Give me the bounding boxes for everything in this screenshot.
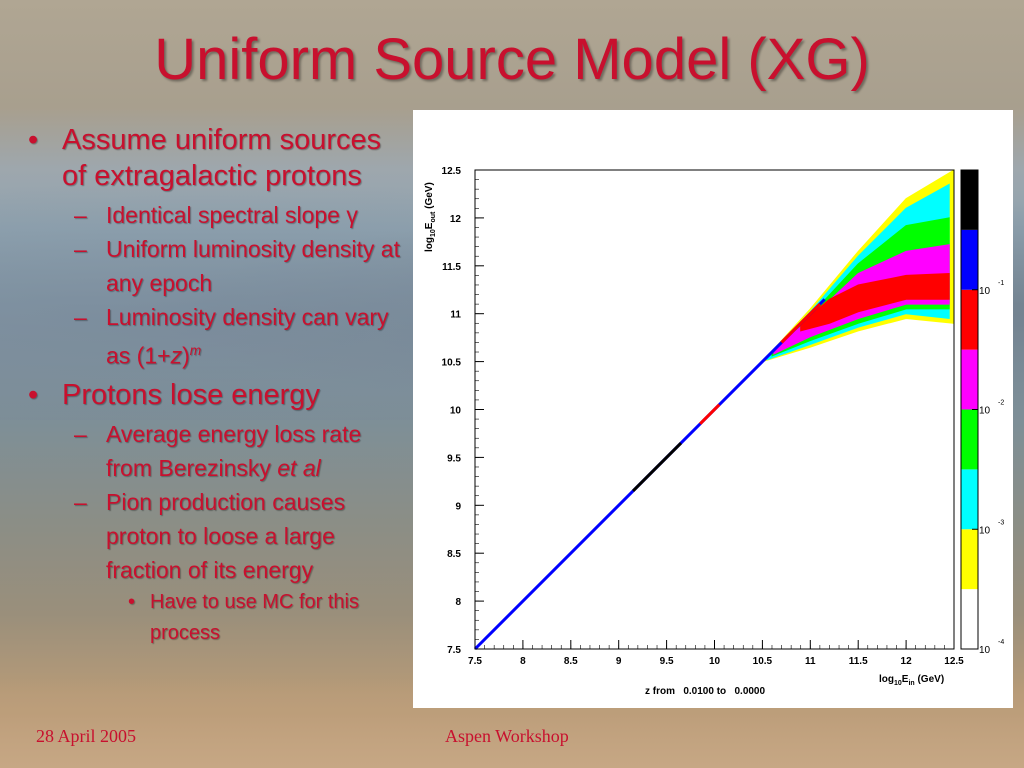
colorbar-segment-0 [961,589,978,649]
x-tick-label: 10.5 [753,656,773,667]
y-tick-label: 10 [450,406,462,417]
footer-date: 28 April 2005 [36,726,137,746]
bullet-marker: • [28,124,39,156]
sub-bullet-pion-production: – Pion production causes proton to loose… [28,485,408,587]
colorbar-segment-5 [961,289,978,350]
colorbar-segment-6 [961,229,978,290]
bullet-marker: • [128,590,136,613]
colorbar-label-base: 10 [979,286,991,297]
bullet-protons-lose-energy: • Protons lose energy [28,377,408,413]
sub-bullet-text: Uniform luminosity density at any epoch [106,236,400,296]
colorbar-segment-4 [961,349,978,410]
y-tick-label: 12 [450,214,462,225]
sub-sub-bullet-monte-carlo: • Have to use MC for this process [28,587,408,649]
slide-title: Uniform Source Model (XG) [154,27,870,92]
diagonal-segment-0 [632,441,683,492]
dash-marker: – [74,202,87,228]
x-tick-label: 8.5 [564,656,578,667]
x-axis-label: log10Ein (GeV) [879,674,944,687]
x-tick-label: 12.5 [944,656,964,667]
colorbar-label-base: 10 [979,645,991,656]
heatmap-chart: 7.5 8 8.5 9 9.5 10 10.5 11 11.5 12 12.5 7.5 8 8.5 9 9.5… [424,166,1004,697]
colorbar-label-base: 10 [979,525,991,536]
bullet-text: Protons lose energy [62,378,320,411]
colorbar-label-exponent: -2 [998,400,1004,407]
colorbar-segment-7 [961,170,978,230]
sub-bullet-text: Luminosity density can vary as (1+ [106,304,389,369]
sub-bullet-luminosity-density: – Uniform luminosity density at any epoc… [28,232,408,300]
y-tick-label: 7.5 [447,645,461,656]
sub-bullet-text: Average energy loss rate from Berezinsky [106,420,362,481]
sub-bullet-energy-loss-rate: – Average energy loss rate from Berezins… [28,417,408,485]
sub-bullet-text: Pion production causes proton to loose a… [106,488,346,583]
y-tick-label: 9.5 [447,453,461,464]
colorbar-label-exponent: -1 [998,280,1004,287]
x-tick-label: 12 [901,656,913,667]
y-tick-label: 8 [455,597,461,608]
bullet-text: Assume uniform sources of extragalactic … [62,124,382,192]
sub-bullet-spectral-slope: – Identical spectral slope γ [28,198,408,232]
colorbar-label-exponent: -4 [998,639,1004,646]
dash-marker: – [74,304,87,330]
bullet-marker: • [28,378,39,411]
y-tick-label: 11.5 [442,262,461,273]
x-tick-label: 7.5 [468,656,482,667]
colorbar-segment-1 [961,529,978,590]
x-tick-label: 11 [805,656,816,667]
y-tick-label: 12.5 [442,166,462,177]
y-tick-label: 8.5 [447,549,461,560]
heatmap-band-red [800,272,950,332]
footer-event: Aspen Workshop [445,726,569,746]
sub-bullet-luminosity-vary: – Luminosity density can vary as (1+z)m [28,300,408,373]
y-tick-label: 10.5 [442,358,462,369]
z-variable: z [170,342,183,369]
dash-marker: – [74,420,87,447]
x-tick-label: 9 [616,656,622,667]
sub-bullet-text: Identical spectral slope [106,202,347,228]
energy-loss-heatmap-figure: 7.5 8 8.5 9 9.5 10 10.5 11 11.5 12 12.5 7.5 8 8.5 9 9.5… [413,110,1013,708]
et-al-text: et al [277,454,321,481]
m-exponent: m [189,343,202,358]
colorbar-label-base: 10 [979,406,991,417]
x-tick-label: 11.5 [849,656,868,667]
paren-close: ) [182,342,190,369]
chart-caption: z from 0.0100 to 0.0000 [645,686,765,697]
y-tick-label: 11 [450,310,461,321]
colorbar-segment-3 [961,409,978,470]
diagonal-segment-2 [780,303,821,344]
diagonal-segment-1 [699,403,721,425]
sub-sub-bullet-text: Have to use MC for this process [150,590,359,644]
bullet-uniform-sources: • Assume uniform sources of extragalacti… [28,122,408,194]
x-tick-label: 8 [520,656,526,667]
x-tick-label: 9.5 [660,656,674,667]
dash-marker: – [74,488,87,515]
colorbar-segment-2 [961,469,978,530]
colorbar-label-exponent: -3 [998,519,1004,526]
x-tick-label: 10 [709,656,721,667]
gamma-symbol: γ [346,202,358,228]
y-axis-label: log10Eout (GeV) [424,182,437,252]
y-tick-label: 9 [455,501,461,512]
dash-marker: – [74,236,87,262]
bullet-list: • Assume uniform sources of extragalacti… [28,122,408,649]
